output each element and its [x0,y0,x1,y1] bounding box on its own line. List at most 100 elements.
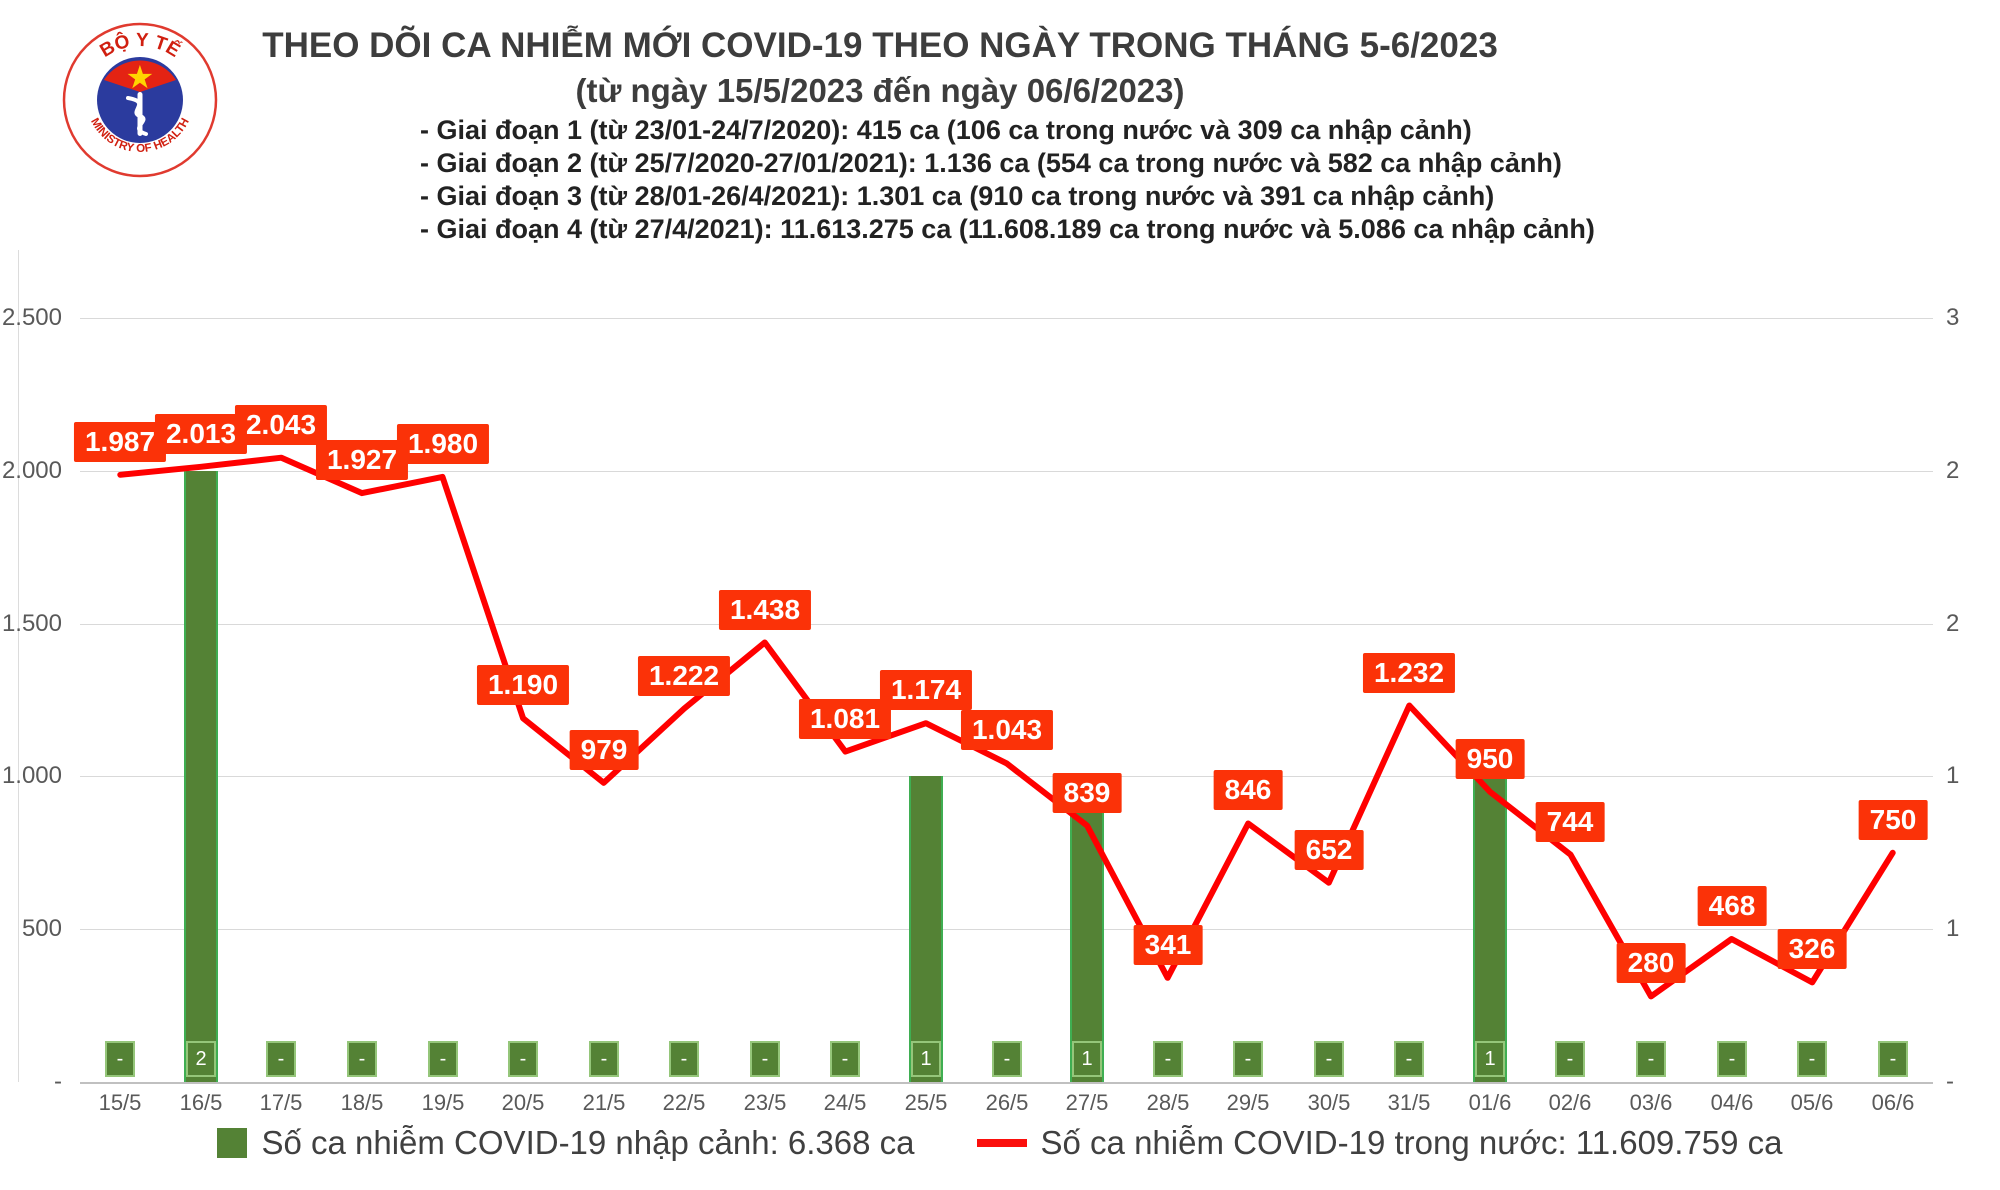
imported-cases-value-tag: - [1314,1041,1344,1077]
x-axis-line [80,1082,1933,1084]
gridline [80,318,1933,319]
imported-cases-value-tag: - [105,1041,135,1077]
domestic-cases-value-label: 1.980 [396,424,490,464]
domestic-cases-value-label: 1.987 [73,422,167,462]
imported-cases-value-tag: - [428,1041,458,1077]
x-axis-date-label: 19/5 [421,1090,465,1115]
domestic-cases-value-label: 846 [1213,770,1283,810]
domestic-cases-value-label: 468 [1697,886,1767,926]
imported-cases-value-tag: - [589,1041,619,1077]
domestic-cases-value-label: 1.927 [315,440,409,480]
imported-cases-bar [1473,776,1507,1082]
x-axis-date-label: 16/5 [179,1090,223,1115]
imported-cases-value-tag: - [750,1041,780,1077]
x-axis-date-label: 15/5 [98,1090,142,1115]
x-axis-date-label: 29/5 [1226,1090,1270,1115]
domestic-cases-value-label: 280 [1616,943,1686,983]
phase-3-summary: - Giai đoạn 3 (từ 28/01-26/4/2021): 1.30… [420,181,1495,211]
imported-cases-value-tag: - [1394,1041,1424,1077]
phase-1-summary: - Giai đoạn 1 (từ 23/01-24/7/2020): 415 … [420,115,1472,145]
imported-cases-value-tag: - [1717,1041,1747,1077]
legend-imported-label: Số ca nhiễm COVID-19 nhập cảnh: 6.368 ca [261,1124,915,1161]
domestic-cases-value-label: 652 [1294,830,1364,870]
right-axis-tick-label: 1 [1946,915,1960,942]
x-axis-date-label: 02/6 [1548,1090,1592,1115]
imported-cases-value-tag: 1 [1072,1041,1102,1077]
logo-star-icon [127,64,153,89]
right-axis-tick-label: 1 [1946,762,1960,789]
imported-cases-value-tag: - [1878,1041,1908,1077]
imported-cases-value-tag: - [508,1041,538,1077]
x-axis-date-label: 06/6 [1871,1090,1915,1115]
domestic-cases-value-label: 1.222 [637,656,731,696]
x-axis-date-label: 22/5 [662,1090,706,1115]
right-axis-tick-label: 3 [1946,304,1960,331]
domestic-cases-value-label: 744 [1535,802,1605,842]
x-axis-date-label: 04/6 [1710,1090,1754,1115]
x-axis-date-label: 17/5 [259,1090,303,1115]
imported-cases-bar [184,471,218,1082]
x-axis-date-label: 28/5 [1146,1090,1190,1115]
ministry-of-health-logo: BỘ Y TẾ MINISTRY OF HEALTH [62,22,218,178]
imported-cases-value-tag: - [669,1041,699,1077]
x-axis-date-label: 26/5 [985,1090,1029,1115]
imported-cases-value-tag: 1 [1475,1041,1505,1077]
domestic-cases-value-label: 1.190 [476,665,570,705]
domestic-cases-value-label: 2.013 [154,414,248,454]
x-axis-date-label: 31/5 [1387,1090,1431,1115]
logo-serpent [126,96,148,136]
imported-cases-value-tag: 2 [186,1041,216,1077]
domestic-cases-value-label: 1.174 [879,670,973,710]
chart-subtitle: (từ ngày 15/5/2023 đến ngày 06/6/2023) [575,72,1185,109]
plot-left-border [18,250,19,1082]
domestic-cases-value-label: 1.081 [798,699,892,739]
gridline [80,471,1933,472]
left-axis-tick-label: 500 [21,915,62,942]
imported-cases-value-tag: - [1153,1041,1183,1077]
domestic-cases-value-label: 950 [1455,739,1525,779]
right-axis-tick-label: - [1946,1068,1954,1095]
imported-cases-value-tag: - [992,1041,1022,1077]
imported-cases-value-tag: 1 [911,1041,941,1077]
left-axis-tick-label: 1.000 [1,762,62,789]
gridline [80,624,1933,625]
imported-cases-value-tag: - [830,1041,860,1077]
domestic-cases-value-label: 326 [1777,929,1847,969]
x-axis-date-label: 18/5 [340,1090,384,1115]
domestic-cases-value-label: 1.438 [718,590,812,630]
phase-4-summary: - Giai đoạn 4 (từ 27/4/2021): 11.613.275… [420,214,1595,244]
domestic-cases-value-label: 839 [1052,773,1122,813]
imported-cases-swatch-icon [217,1128,248,1158]
chart-legend: Số ca nhiễm COVID-19 nhập cảnh: 6.368 ca… [0,1112,2000,1174]
imported-cases-value-tag: - [1233,1041,1263,1077]
domestic-cases-line-icon [976,1139,1027,1147]
x-axis-date-label: 27/5 [1065,1090,1109,1115]
imported-cases-value-tag: - [266,1041,296,1077]
left-axis-tick-label: 2.000 [1,457,62,484]
phase-2-summary: - Giai đoạn 2 (từ 25/7/2020-27/01/2021):… [420,148,1562,178]
x-axis-date-label: 30/5 [1307,1090,1351,1115]
left-axis-tick-label: 1.500 [1,610,62,637]
right-axis-tick-label: 2 [1946,457,1960,484]
right-axis-tick-label: 2 [1946,610,1960,637]
imported-cases-value-tag: - [1555,1041,1585,1077]
x-axis-date-label: 20/5 [501,1090,545,1115]
domestic-cases-value-label: 979 [569,730,639,770]
chart-title: THEO DÕI CA NHIỄM MỚI COVID-19 THEO NGÀY… [262,26,1498,65]
x-axis-date-label: 21/5 [582,1090,626,1115]
x-axis-date-label: 23/5 [743,1090,787,1115]
gridline [80,776,1933,777]
imported-cases-value-tag: - [1797,1041,1827,1077]
domestic-cases-value-label: 341 [1133,925,1203,965]
imported-cases-value-tag: - [1636,1041,1666,1077]
x-axis-date-label: 24/5 [823,1090,867,1115]
legend-item-imported: Số ca nhiễm COVID-19 nhập cảnh: 6.368 ca [217,1124,915,1162]
x-axis-date-label: 25/5 [904,1090,948,1115]
domestic-cases-value-label: 1.043 [960,710,1054,750]
gridline [80,929,1933,930]
imported-cases-bar [909,776,943,1082]
phase-summary-list: - Giai đoạn 1 (từ 23/01-24/7/2020): 415 … [420,114,1595,246]
